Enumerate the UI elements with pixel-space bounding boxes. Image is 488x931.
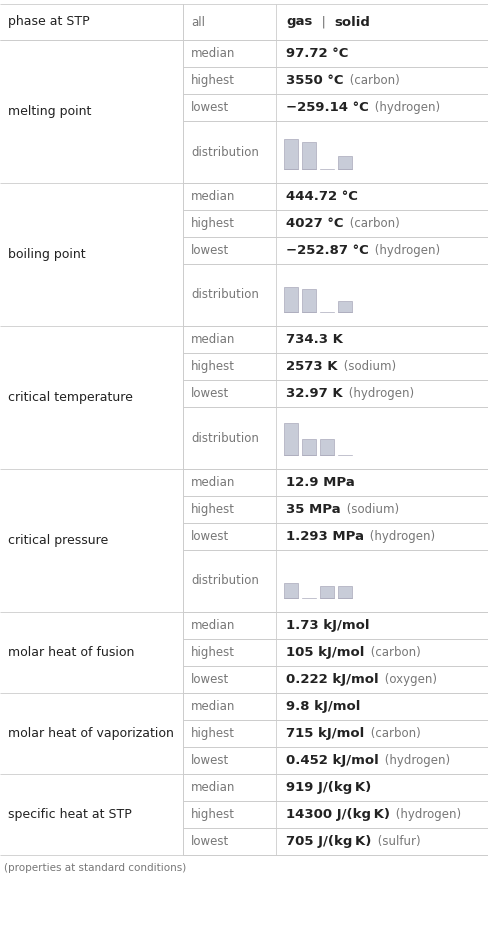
Bar (284, 584, 298, 598)
Text: 4027 °C: 4027 °C (285, 217, 343, 230)
Text: boiling point: boiling point (8, 248, 85, 261)
Text: 444.72 °C: 444.72 °C (285, 190, 357, 203)
Bar (302, 142, 316, 169)
Text: median: median (191, 476, 235, 489)
Text: lowest: lowest (191, 673, 229, 686)
Text: 3550 °C: 3550 °C (285, 74, 343, 87)
Text: 715 kJ/mol: 715 kJ/mol (285, 727, 364, 740)
Bar (284, 423, 298, 454)
Text: gas: gas (285, 16, 312, 29)
Text: (properties at standard conditions): (properties at standard conditions) (4, 863, 186, 873)
Text: median: median (191, 47, 235, 60)
Text: melting point: melting point (8, 105, 91, 118)
Text: median: median (191, 190, 235, 203)
Text: 734.3 K: 734.3 K (285, 333, 343, 346)
Text: 1.73 kJ/mol: 1.73 kJ/mol (285, 619, 369, 632)
Text: critical temperature: critical temperature (8, 391, 133, 404)
Text: 2573 K: 2573 K (285, 360, 337, 373)
Text: 35 MPa: 35 MPa (285, 503, 340, 516)
Text: distribution: distribution (191, 574, 259, 587)
Text: highest: highest (191, 217, 235, 230)
Bar (284, 139, 298, 169)
Text: (oxygen): (oxygen) (380, 673, 436, 686)
Text: 105 kJ/mol: 105 kJ/mol (285, 646, 364, 659)
Text: (carbon): (carbon) (345, 217, 399, 230)
Text: 0.222 kJ/mol: 0.222 kJ/mol (285, 673, 378, 686)
Bar (338, 587, 351, 598)
Text: median: median (191, 333, 235, 346)
Text: (carbon): (carbon) (366, 727, 419, 740)
Text: 9.8 kJ/mol: 9.8 kJ/mol (285, 700, 360, 713)
Text: 12.9 MPa: 12.9 MPa (285, 476, 354, 489)
Text: distribution: distribution (191, 289, 259, 302)
Text: distribution: distribution (191, 431, 259, 444)
Bar (320, 439, 334, 454)
Text: highest: highest (191, 74, 235, 87)
Text: 0.452 kJ/mol: 0.452 kJ/mol (285, 754, 378, 767)
Text: (carbon): (carbon) (345, 74, 399, 87)
Text: distribution: distribution (191, 145, 259, 158)
Text: (sodium): (sodium) (342, 503, 398, 516)
Text: solid: solid (333, 16, 369, 29)
Bar (338, 302, 351, 312)
Text: molar heat of vaporization: molar heat of vaporization (8, 727, 174, 740)
Text: lowest: lowest (191, 835, 229, 848)
Text: (hydrogen): (hydrogen) (380, 754, 449, 767)
Bar (302, 439, 316, 454)
Text: specific heat at STP: specific heat at STP (8, 808, 131, 821)
Text: highest: highest (191, 646, 235, 659)
Text: −252.87 °C: −252.87 °C (285, 244, 368, 257)
Text: (sulfur): (sulfur) (373, 835, 419, 848)
Text: −259.14 °C: −259.14 °C (285, 101, 368, 114)
Text: 1.293 MPa: 1.293 MPa (285, 530, 364, 543)
Bar (338, 155, 351, 169)
Text: 705 J/(kg K): 705 J/(kg K) (285, 835, 371, 848)
Bar (284, 288, 298, 312)
Text: 97.72 °C: 97.72 °C (285, 47, 348, 60)
Text: critical pressure: critical pressure (8, 534, 108, 547)
Text: 919 J/(kg K): 919 J/(kg K) (285, 781, 371, 794)
Text: (hydrogen): (hydrogen) (370, 244, 439, 257)
Text: (hydrogen): (hydrogen) (344, 387, 413, 400)
Text: molar heat of fusion: molar heat of fusion (8, 646, 134, 659)
Text: highest: highest (191, 808, 235, 821)
Text: (hydrogen): (hydrogen) (366, 530, 434, 543)
Text: lowest: lowest (191, 387, 229, 400)
Text: 14300 J/(kg K): 14300 J/(kg K) (285, 808, 389, 821)
Text: (hydrogen): (hydrogen) (391, 808, 461, 821)
Text: highest: highest (191, 503, 235, 516)
Text: lowest: lowest (191, 754, 229, 767)
Bar (302, 290, 316, 312)
Text: (carbon): (carbon) (366, 646, 420, 659)
Text: lowest: lowest (191, 244, 229, 257)
Text: highest: highest (191, 360, 235, 373)
Bar (320, 587, 334, 598)
Text: median: median (191, 700, 235, 713)
Text: (hydrogen): (hydrogen) (370, 101, 439, 114)
Text: (sodium): (sodium) (339, 360, 395, 373)
Text: highest: highest (191, 727, 235, 740)
Text: lowest: lowest (191, 101, 229, 114)
Text: lowest: lowest (191, 530, 229, 543)
Text: phase at STP: phase at STP (8, 16, 89, 29)
Text: median: median (191, 619, 235, 632)
Text: median: median (191, 781, 235, 794)
Text: all: all (191, 16, 205, 29)
Text: 32.97 K: 32.97 K (285, 387, 342, 400)
Text: |: | (312, 16, 333, 29)
